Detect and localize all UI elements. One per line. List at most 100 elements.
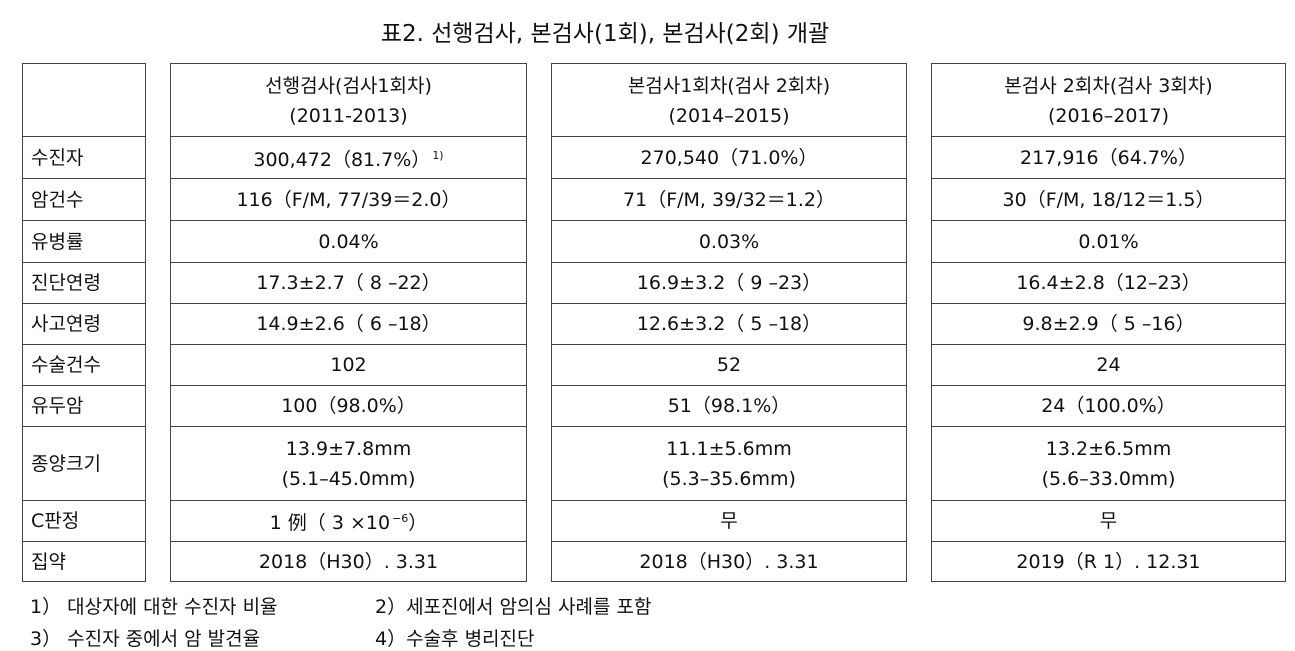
cell-text: 2019（R 1）. 12.31 (1016, 551, 1201, 573)
table-cell: 0.01% (932, 220, 1285, 262)
cell-text: 사고연령 (31, 309, 101, 339)
table-cell: 유두암 (23, 385, 145, 426)
cell-text: 270,540（71.0%） (640, 146, 818, 169)
table-cell: 100（98.0%） (171, 385, 526, 426)
cell-text: 수진자 (31, 143, 83, 173)
cell-line: (2011-2013) (289, 104, 408, 127)
table-cell: 수진자 (23, 136, 145, 178)
cell-main: 사고연령 (31, 313, 101, 335)
table-cell: 14.9±2.6（ 6 –18） (171, 303, 526, 344)
table-cell: 1 例（ 3 ×10 −6） (171, 500, 526, 541)
table-cell: 116（F/M, 77/39＝2.0） (171, 178, 526, 220)
cell-text: 2018（H30）. 3.31 (258, 551, 439, 573)
cell-text: 유병률 (31, 227, 83, 257)
table-cell: C판정 (23, 500, 145, 541)
table-cell: 51（98.1%） (552, 385, 906, 426)
cell-after: ） (408, 512, 428, 534)
cell-text: C판정 (31, 506, 79, 536)
cell-text: 24（100.0%） (1041, 395, 1176, 417)
table-cell: 217,916（64.7%） (932, 136, 1285, 178)
cell-main: 암건수 (31, 188, 84, 211)
cell-text: 0.04% (318, 230, 379, 253)
table-cell: 17.3±2.7（ 8 –22） (171, 262, 526, 303)
table-cell: 종양크기 (23, 426, 145, 500)
cell-main: 유두암 (31, 395, 84, 417)
cell-text: 유두암 (31, 391, 83, 421)
cell-text: 217,916（64.7%） (1020, 146, 1197, 169)
table-cell: 0.03% (552, 220, 906, 262)
cell-text: 0.03% (698, 230, 760, 253)
table-cell: 16.4±2.8（12–23） (932, 262, 1285, 303)
table-cell: 진단연령 (23, 262, 145, 303)
title: 표2. 선행검사, 본검사(1회), 본검사(2회) 개괄 (380, 21, 830, 47)
cell-text: 71（F/M, 39/32＝1.2） (623, 188, 835, 211)
table-cell: 24（100.0%） (932, 385, 1285, 426)
cell-text: 0.01% (1078, 230, 1139, 253)
cell-main: 수진자 (31, 146, 84, 169)
cell-text: 16.4±2.8（12–23） (1016, 272, 1201, 294)
cell-line: (2016–2017) (1047, 104, 1170, 127)
cell-text: 무 (720, 510, 738, 532)
column-box: 선행검사(검사1회차) (2011-2013) 300,472（81.7%） 1) 11… (170, 63, 527, 582)
header-cell: 본검사1회차(검사 2회차) (2014–2015) (552, 64, 906, 137)
cell-text: 9.8±2.9（ 5 –16） (1022, 313, 1195, 335)
cell-text: 102 (330, 354, 367, 376)
cell-main: 1 例（ 3 ×10 (269, 512, 391, 534)
table-cell: 24 (932, 344, 1285, 385)
cell-line: (2014–2015) (668, 104, 790, 127)
table-cell: 52 (552, 344, 906, 385)
cell-main: 종양크기 (31, 452, 101, 475)
cell-text: 12.6±3.2（ 5 –18） (636, 313, 822, 335)
cell-main: C판정 (31, 510, 80, 532)
cell-text: 24 (1096, 354, 1121, 376)
superscript: −6 (392, 512, 409, 525)
cell-text: 16.9±3.2（ 9 –23） (636, 272, 822, 294)
table-cell: 16.9±3.2（ 9 –23） (552, 262, 906, 303)
table-cell: 71（F/M, 39/32＝1.2） (552, 178, 906, 220)
cell-line: 본검사1회차(검사 2회차) (627, 74, 831, 97)
header-cell: 본검사 2회차(검사 3회차) (2016–2017) (932, 64, 1285, 137)
cell-line: 13.9±7.8mm (285, 437, 412, 460)
cell-line: 선행검사(검사1회차) (265, 74, 432, 97)
cell-text: 52 (716, 354, 742, 376)
table-cell: 2018（H30）. 3.31 (171, 541, 526, 582)
cell-line: (5.1–45.0mm) (281, 467, 416, 490)
footnote: 4）수술후 병리진단 (375, 628, 535, 650)
cell-text: 17.3±2.7（ 8 –22） (256, 272, 441, 294)
table-cell: 270,540（71.0%） (552, 136, 906, 178)
footnote: 3） 수진자 중에서 암 발견율 (30, 628, 261, 650)
cell-main: 수술건수 (31, 354, 101, 376)
header-cell (23, 64, 145, 137)
cell-text: 30（F/M, 18/12＝1.5） (1002, 188, 1215, 211)
cell-text: 300,472（81.7%） 1) (253, 141, 443, 175)
cell-text: 2018（H30）. 3.31 (639, 551, 819, 573)
table-cell: 2019（R 1）. 12.31 (932, 541, 1285, 582)
column-box: 본검사 2회차(검사 3회차) (2016–2017) 217,916（64.7%）… (931, 63, 1286, 582)
cell-text: 116（F/M, 77/39＝2.0） (236, 188, 461, 211)
cell-main: 300,472（81.7%） (253, 148, 431, 171)
table-cell: 13.2±6.5mm (5.6–33.0mm) (932, 426, 1285, 500)
table-cell: 무 (932, 500, 1285, 541)
cell-line: (5.3–35.6mm) (662, 467, 796, 490)
table-cell: 유병률 (23, 220, 145, 262)
footnote: 2）세포진에서 암의심 사례를 포함 (375, 596, 652, 618)
cell-text: 종양크기 (31, 449, 101, 479)
table-cell: 13.9±7.8mm (5.1–45.0mm) (171, 426, 526, 500)
cell-line: 본검사 2회차(검사 3회차) (1004, 74, 1213, 97)
cell-text: 1 例（ 3 ×10 −6） (270, 504, 428, 538)
footnote: 1） 대상자에 대한 수진자 비율 (30, 596, 278, 618)
cell-text: 수술건수 (31, 350, 101, 380)
cell-text: 암건수 (31, 185, 83, 215)
cell-text: 집약 (31, 547, 66, 577)
table-cell: 9.8±2.9（ 5 –16） (932, 303, 1285, 344)
cell-line: 11.1±5.6mm (666, 437, 792, 460)
table-cell: 집약 (23, 541, 145, 582)
table-cell: 102 (171, 344, 526, 385)
cell-text: 100（98.0%） (281, 395, 416, 417)
table-cell: 암건수 (23, 178, 145, 220)
cell-text: 진단연령 (31, 268, 101, 298)
cell-line: 13.2±6.5mm (1045, 437, 1172, 460)
table-cell: 수술건수 (23, 344, 145, 385)
table-cell: 300,472（81.7%） 1) (171, 136, 526, 178)
